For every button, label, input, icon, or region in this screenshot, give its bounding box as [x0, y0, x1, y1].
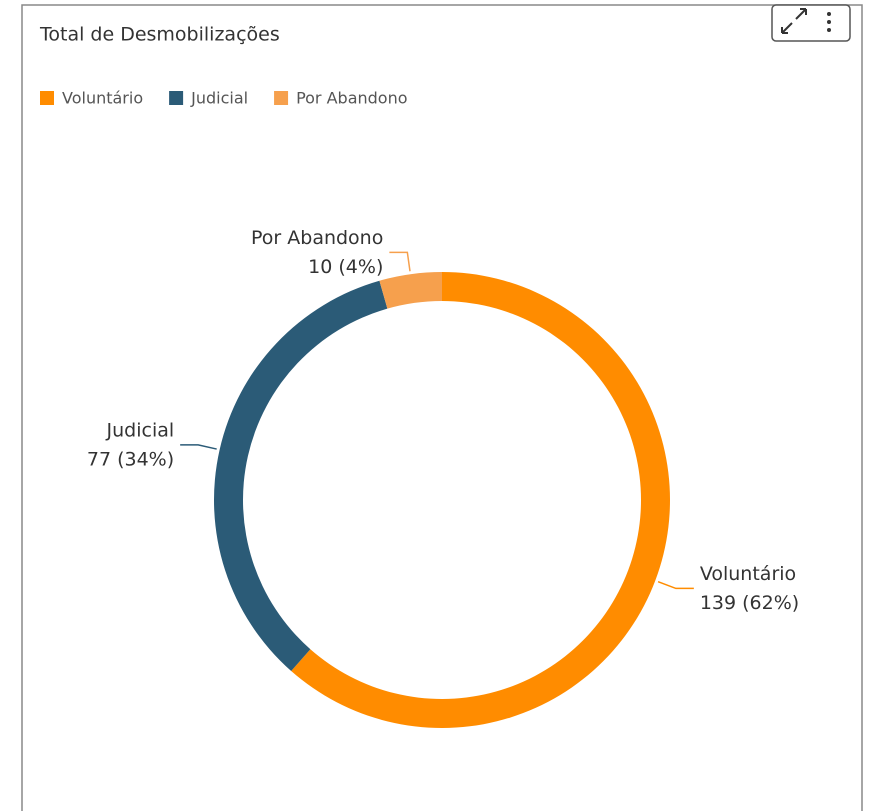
donut-slice — [213, 280, 388, 671]
leader-line — [657, 580, 694, 590]
leader-line — [180, 444, 217, 450]
toolbar — [771, 4, 851, 42]
legend-swatch — [274, 91, 289, 105]
card — [21, 4, 863, 811]
donut-slice — [291, 272, 670, 728]
data-label-name: Voluntário — [700, 563, 796, 585]
data-label-value: 77 (34%) — [87, 448, 174, 470]
data-label-value: 10 (4%) — [308, 256, 383, 278]
chart-title: Total de Desmobilizações — [39, 24, 280, 46]
data-label-name: Por Abandono — [251, 227, 383, 249]
leader-line — [389, 251, 411, 272]
legend-label: Judicial — [190, 89, 248, 108]
menu-icon[interactable] — [827, 12, 831, 32]
legend-label: Por Abandono — [296, 89, 407, 108]
data-label-value: 139 (62%) — [700, 592, 799, 614]
expand-icon[interactable] — [781, 8, 807, 34]
data-label-name: Judicial — [106, 419, 175, 441]
legend-swatch — [40, 91, 54, 105]
legend-label: Voluntário — [62, 89, 143, 108]
legend-swatch — [169, 91, 184, 105]
donut-slice — [379, 272, 442, 309]
